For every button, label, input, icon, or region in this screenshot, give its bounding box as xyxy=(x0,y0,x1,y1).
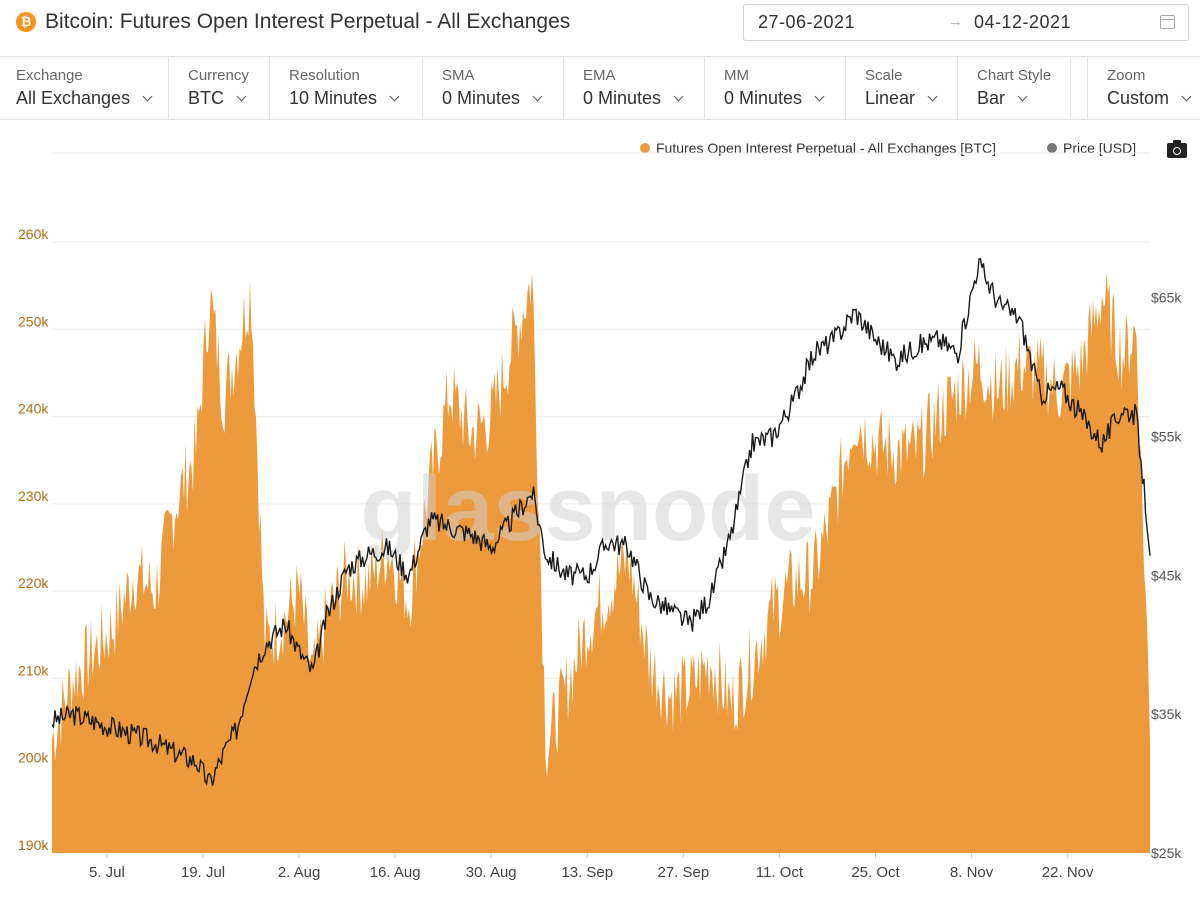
y-right-tick-label: $65k xyxy=(1151,290,1182,306)
y-left-tick-label: 200k xyxy=(18,750,49,766)
control-label: MM xyxy=(724,67,749,84)
x-tick-label: 5. Jul xyxy=(89,864,125,881)
legend-label: Price [USD] xyxy=(1063,140,1137,156)
x-tick-label: 19. Jul xyxy=(181,864,225,881)
control-label: Zoom xyxy=(1107,67,1146,84)
x-tick-label: 25. Oct xyxy=(851,864,900,881)
legend-dot-icon xyxy=(640,143,650,153)
open-interest-area xyxy=(52,271,1150,853)
legend-dot-icon xyxy=(1047,143,1057,153)
legend-item-open-interest[interactable]: Futures Open Interest Perpetual - All Ex… xyxy=(640,140,996,156)
control-value: Custom xyxy=(1107,88,1170,108)
scale-select[interactable]: Scale Linear xyxy=(846,57,958,119)
watermark: glassnode xyxy=(360,458,815,560)
control-label: Chart Style xyxy=(977,67,1052,84)
control-value: Linear xyxy=(865,88,916,108)
x-tick-label: 22. Nov xyxy=(1042,864,1094,881)
date-from-input[interactable]: 27-06-2021 xyxy=(758,12,856,32)
y-axis-right: $25k $35k $45k $55k $65k xyxy=(1151,290,1182,861)
control-value: Bar xyxy=(977,88,1006,108)
control-label: Resolution xyxy=(289,67,360,84)
control-value: 0 Minutes xyxy=(442,88,521,108)
chevron-down-icon xyxy=(1017,91,1028,102)
chart-style-select[interactable]: Chart Style Bar xyxy=(958,57,1071,119)
resolution-select[interactable]: Resolution 10 Minutes xyxy=(270,57,423,119)
x-tick-label: 27. Sep xyxy=(657,864,709,881)
zoom-select[interactable]: Zoom Custom xyxy=(1087,57,1200,119)
y-left-tick-label: 220k xyxy=(18,575,49,591)
control-label: SMA xyxy=(442,67,475,84)
control-value: 10 Minutes xyxy=(289,88,378,108)
chart-controls: Exchange All Exchanges Currency BTC Reso… xyxy=(0,56,1200,120)
chevron-down-icon xyxy=(673,91,684,102)
x-tick-label: 13. Sep xyxy=(561,864,613,881)
y-right-tick-label: $25k xyxy=(1151,845,1182,861)
y-left-tick-label: 250k xyxy=(18,313,49,329)
control-value: BTC xyxy=(188,88,224,108)
chart-plot: glassnode 190k 200k 210k 220k 230k 240k 250k 26… xyxy=(18,152,1182,881)
ema-select[interactable]: EMA 0 Minutes xyxy=(564,57,705,119)
title-bar: ₿ Bitcoin: Futures Open Interest Perpetu… xyxy=(0,0,1200,50)
x-axis: 5. Jul 19. Jul 2. Aug 16. Aug 30. Aug 13. Sep… xyxy=(89,853,1094,881)
control-label: Scale xyxy=(865,67,903,84)
x-tick-label: 2. Aug xyxy=(278,864,321,881)
legend-label: Futures Open Interest Perpetual - All Ex… xyxy=(656,140,997,156)
arrow-right-icon: → xyxy=(948,13,963,30)
x-tick-label: 11. Oct xyxy=(756,864,804,881)
y-left-tick-label: 240k xyxy=(18,401,49,417)
y-right-tick-label: $45k xyxy=(1151,567,1182,583)
x-tick-label: 30. Aug xyxy=(466,864,517,881)
camera-icon[interactable] xyxy=(1167,140,1187,158)
mm-select[interactable]: MM 0 Minutes xyxy=(705,57,846,119)
y-right-tick-label: $55k xyxy=(1151,428,1182,444)
control-value: 0 Minutes xyxy=(724,88,803,108)
control-label: Currency xyxy=(188,67,249,84)
price-line xyxy=(51,258,1151,786)
legend-item-price[interactable]: Price [USD] xyxy=(1047,140,1136,156)
control-value: All Exchanges xyxy=(16,88,131,108)
y-right-tick-label: $35k xyxy=(1151,706,1182,722)
control-value: 0 Minutes xyxy=(583,88,662,108)
date-range-picker[interactable]: 27-06-2021 → 04-12-2021 xyxy=(743,4,1189,41)
y-left-tick-label: 210k xyxy=(18,662,49,678)
page-title: Bitcoin: Futures Open Interest Perpetual… xyxy=(45,10,571,33)
bitcoin-icon: ₿ xyxy=(16,12,36,32)
y-axis-left: 190k 200k 210k 220k 230k 240k 250k 260k xyxy=(18,226,49,853)
date-to-input[interactable]: 04-12-2021 xyxy=(974,12,1072,32)
y-left-tick-label: 260k xyxy=(18,226,49,242)
chevron-down-icon xyxy=(927,91,938,102)
y-left-tick-label: 190k xyxy=(18,837,49,853)
chevron-down-icon xyxy=(389,91,400,102)
x-tick-label: 16. Aug xyxy=(370,864,421,881)
control-label: EMA xyxy=(583,67,616,84)
sma-select[interactable]: SMA 0 Minutes xyxy=(423,57,564,119)
chevron-down-icon xyxy=(142,91,153,102)
chevron-down-icon xyxy=(532,91,543,102)
exchange-select[interactable]: Exchange All Exchanges xyxy=(0,57,169,119)
currency-select[interactable]: Currency BTC xyxy=(169,57,270,119)
chevron-down-icon xyxy=(236,91,247,102)
x-tick-label: 8. Nov xyxy=(950,864,994,881)
y-left-tick-label: 230k xyxy=(18,488,49,504)
control-label: Exchange xyxy=(16,67,83,84)
chevron-down-icon xyxy=(814,91,825,102)
calendar-icon[interactable] xyxy=(1160,15,1175,29)
chevron-down-icon xyxy=(1181,91,1192,102)
